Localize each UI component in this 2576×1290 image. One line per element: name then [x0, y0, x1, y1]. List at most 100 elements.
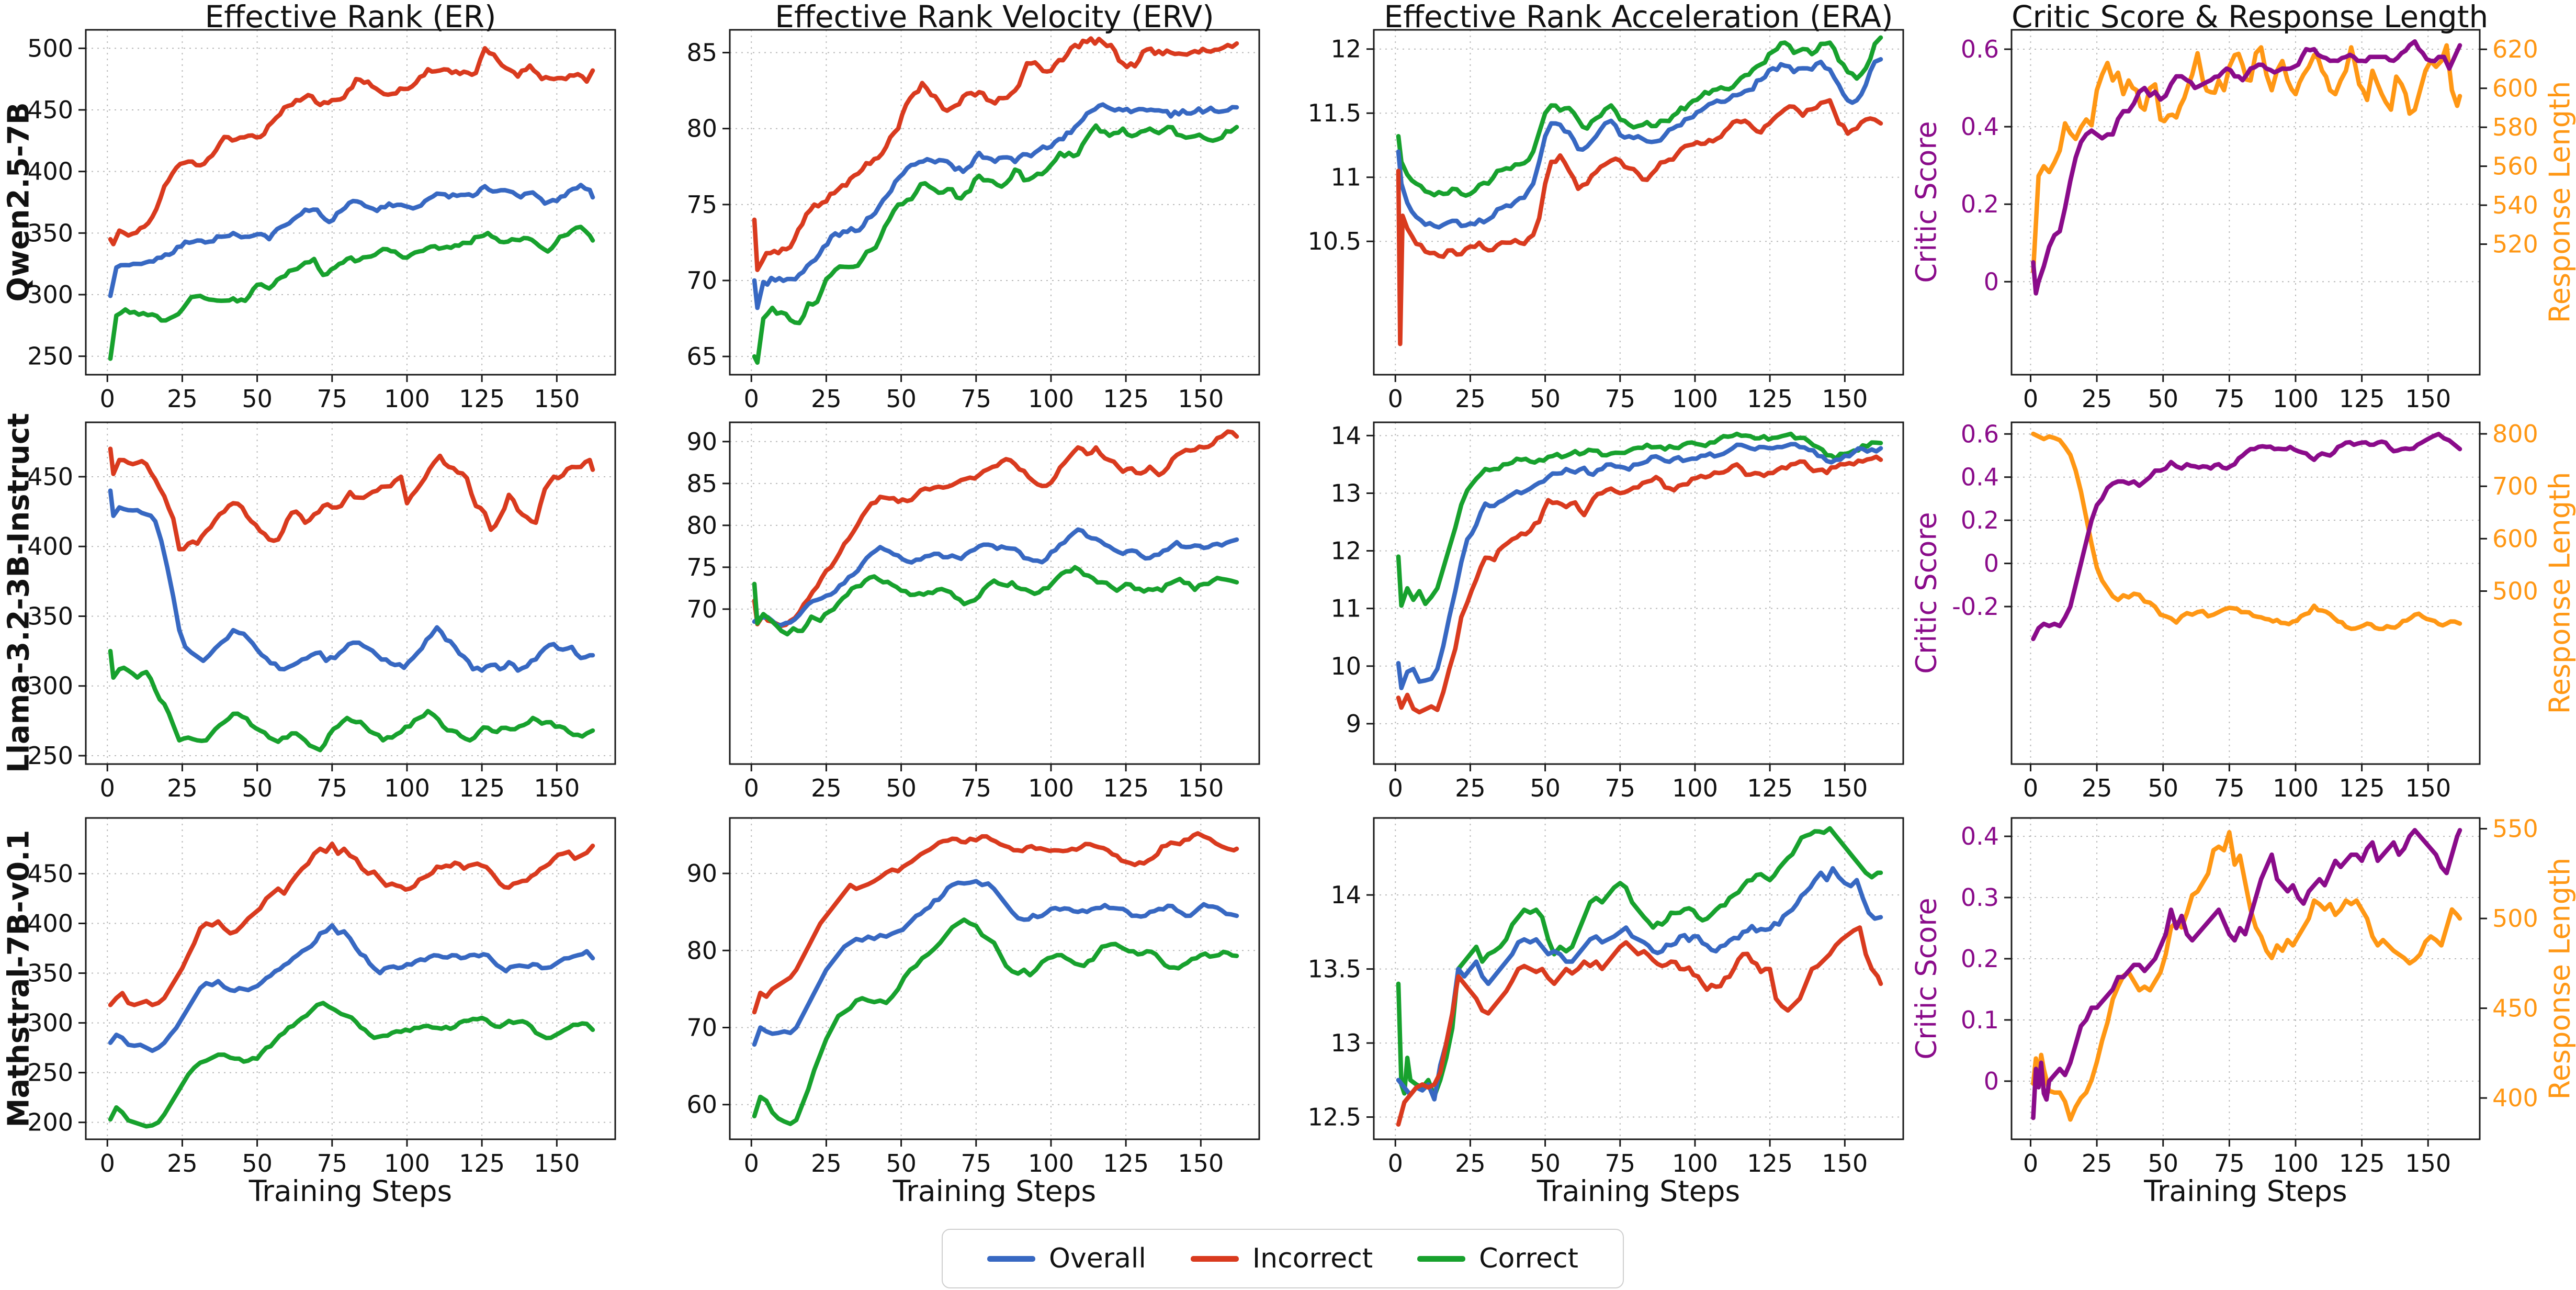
- svg-text:0.1: 0.1: [1961, 1006, 1999, 1034]
- legend-item-correct: Correct: [1417, 1243, 1578, 1274]
- svg-text:9: 9: [1346, 710, 1361, 738]
- svg-text:75: 75: [961, 1149, 992, 1177]
- svg-text:540: 540: [2492, 191, 2538, 219]
- correct-line-swatch: [1417, 1255, 1466, 1262]
- svg-text:10.5: 10.5: [1308, 227, 1361, 255]
- svg-text:125: 125: [2339, 1149, 2385, 1177]
- svg-text:0.2: 0.2: [1961, 945, 1999, 973]
- svg-text:100: 100: [1672, 1149, 1718, 1177]
- svg-text:400: 400: [27, 158, 73, 186]
- svg-text:0.4: 0.4: [1961, 463, 1999, 491]
- svg-text:65: 65: [686, 342, 717, 371]
- svg-text:150: 150: [1822, 774, 1868, 802]
- svg-text:90: 90: [686, 859, 717, 888]
- svg-text:25: 25: [2082, 1149, 2112, 1177]
- svg-text:13: 13: [1330, 1029, 1361, 1057]
- svg-text:150: 150: [1178, 1149, 1224, 1177]
- svg-text:11.5: 11.5: [1308, 99, 1361, 127]
- svg-text:400: 400: [2492, 1084, 2538, 1112]
- svg-text:25: 25: [167, 385, 198, 413]
- svg-text:500: 500: [2492, 577, 2538, 605]
- svg-text:50: 50: [242, 1149, 273, 1177]
- svg-text:80: 80: [686, 115, 717, 143]
- svg-text:80: 80: [686, 936, 717, 964]
- svg-text:25: 25: [1455, 1149, 1486, 1177]
- svg-text:125: 125: [459, 1149, 505, 1177]
- critic-score-axis-label-row1: Critic Score: [1910, 121, 1943, 283]
- svg-text:0: 0: [2023, 1149, 2038, 1177]
- svg-text:700: 700: [2492, 472, 2538, 500]
- svg-text:150: 150: [1822, 1149, 1868, 1177]
- legend-label-incorrect: Incorrect: [1252, 1243, 1373, 1274]
- svg-text:125: 125: [459, 385, 505, 413]
- svg-text:50: 50: [1530, 1149, 1561, 1177]
- legend-item-overall: Overall: [987, 1243, 1146, 1274]
- svg-text:0.4: 0.4: [1961, 113, 1999, 141]
- legend-label-overall: Overall: [1048, 1243, 1146, 1274]
- svg-text:11: 11: [1330, 163, 1361, 192]
- response-length-axis-label-row1: Response Length: [2543, 81, 2576, 323]
- svg-text:150: 150: [1822, 385, 1868, 413]
- svg-text:80: 80: [686, 511, 717, 540]
- svg-text:50: 50: [242, 385, 273, 413]
- svg-text:400: 400: [27, 909, 73, 937]
- svg-text:75: 75: [961, 385, 992, 413]
- xaxis-label-col2: Training Steps: [892, 1174, 1097, 1208]
- svg-text:350: 350: [27, 602, 73, 630]
- svg-text:0.3: 0.3: [1961, 883, 1999, 912]
- svg-text:400: 400: [27, 532, 73, 560]
- svg-text:75: 75: [1605, 774, 1636, 802]
- svg-text:25: 25: [167, 774, 198, 802]
- svg-text:75: 75: [2214, 774, 2245, 802]
- svg-text:50: 50: [886, 1149, 917, 1177]
- svg-text:50: 50: [886, 385, 917, 413]
- svg-text:0: 0: [100, 774, 115, 802]
- svg-text:10: 10: [1330, 652, 1361, 680]
- svg-text:14: 14: [1330, 421, 1361, 450]
- svg-text:0.6: 0.6: [1961, 420, 1999, 448]
- svg-text:60: 60: [686, 1091, 717, 1119]
- svg-text:11: 11: [1330, 594, 1361, 623]
- svg-text:-0.2: -0.2: [1952, 592, 1999, 621]
- svg-text:125: 125: [1103, 774, 1149, 802]
- svg-text:600: 600: [2492, 524, 2538, 553]
- svg-text:100: 100: [1028, 385, 1074, 413]
- critic-score-axis-label-row3: Critic Score: [1910, 898, 1943, 1060]
- svg-text:25: 25: [811, 774, 842, 802]
- svg-text:14: 14: [1330, 881, 1361, 909]
- critic-score-axis-label-row2: Critic Score: [1910, 512, 1943, 674]
- svg-text:300: 300: [27, 1009, 73, 1037]
- svg-text:75: 75: [686, 553, 717, 581]
- svg-text:0: 0: [100, 1149, 115, 1177]
- response-length-axis-label-row2: Response Length: [2543, 472, 2576, 714]
- svg-text:0: 0: [1388, 385, 1403, 413]
- svg-text:12.5: 12.5: [1308, 1103, 1361, 1131]
- svg-text:85: 85: [686, 39, 717, 67]
- svg-text:50: 50: [1530, 385, 1561, 413]
- legend: Overall Incorrect Correct: [942, 1229, 1624, 1288]
- svg-text:100: 100: [1028, 774, 1074, 802]
- svg-text:0: 0: [1984, 549, 1999, 578]
- svg-text:13.5: 13.5: [1308, 955, 1361, 983]
- svg-text:125: 125: [1103, 1149, 1149, 1177]
- svg-text:75: 75: [317, 774, 348, 802]
- incorrect-line-swatch: [1190, 1255, 1239, 1262]
- svg-text:250: 250: [27, 742, 73, 770]
- svg-text:25: 25: [2082, 774, 2112, 802]
- svg-text:500: 500: [27, 34, 73, 62]
- svg-text:350: 350: [27, 959, 73, 988]
- svg-text:70: 70: [686, 1013, 717, 1041]
- svg-text:90: 90: [686, 428, 717, 456]
- svg-text:100: 100: [384, 1149, 430, 1177]
- svg-text:50: 50: [2148, 385, 2178, 413]
- svg-text:150: 150: [1178, 774, 1224, 802]
- svg-text:0: 0: [744, 1149, 759, 1177]
- svg-text:100: 100: [2273, 774, 2319, 802]
- svg-text:150: 150: [2405, 385, 2451, 413]
- svg-text:450: 450: [27, 463, 73, 491]
- svg-text:125: 125: [1103, 385, 1149, 413]
- svg-text:0.4: 0.4: [1961, 822, 1999, 850]
- svg-text:70: 70: [686, 595, 717, 623]
- response-length-axis-label-row3: Response Length: [2543, 857, 2576, 1100]
